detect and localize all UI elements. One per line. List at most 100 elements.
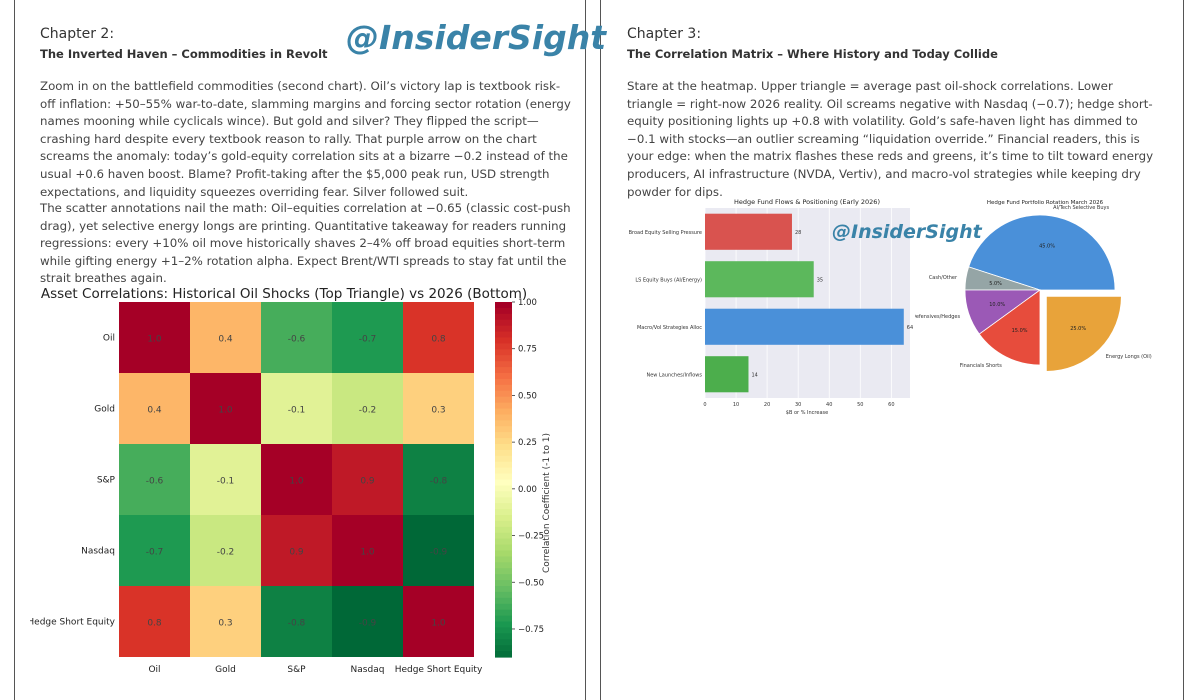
heatmap-col-label: Gold bbox=[215, 665, 236, 675]
hedge-fund-flows-bar-chart: Hedge Fund Flows & Positioning (Early 20… bbox=[629, 198, 914, 416]
bar-chart-xlabel: $B or % Increase bbox=[786, 410, 828, 416]
heatmap-cell bbox=[332, 302, 403, 373]
colorbar-tick-label: 0.25 bbox=[518, 438, 537, 448]
colorbar-segment bbox=[495, 455, 512, 463]
colorbar-segment bbox=[495, 538, 512, 546]
heatmap-cell bbox=[403, 302, 474, 373]
bar-xtick-label: 30 bbox=[795, 402, 801, 408]
bar bbox=[705, 308, 904, 345]
pie-slice-label: Defensives/Hedges bbox=[915, 314, 960, 320]
heatmap-cell bbox=[261, 515, 332, 586]
colorbar-segment bbox=[495, 302, 512, 309]
bar-category-label: LS Equity Buys (AI/Energy) bbox=[635, 277, 702, 283]
pie-slice-label: Cash/Other bbox=[929, 275, 958, 281]
heatmap-cell bbox=[261, 586, 332, 657]
heatmap-row-label: S&P bbox=[97, 476, 116, 486]
heatmap-cell bbox=[261, 444, 332, 515]
colorbar-segment bbox=[495, 325, 512, 333]
heatmap-cell bbox=[261, 302, 332, 373]
heatmap-cell bbox=[119, 515, 190, 586]
bar-category-label: Macro/Vol Strategies Alloc bbox=[637, 325, 702, 331]
colorbar-tick-label: −0.50 bbox=[518, 578, 544, 588]
pie-pct-label: 25.0% bbox=[1070, 326, 1086, 332]
heatmap-cell bbox=[332, 373, 403, 444]
heatmap-cell-label: -0.9 bbox=[430, 548, 448, 558]
heatmap-cell bbox=[190, 515, 261, 586]
heatmap-cell-label: -0.9 bbox=[359, 619, 377, 629]
heatmap-cell-label: 0.4 bbox=[147, 406, 162, 416]
colorbar-segment bbox=[495, 520, 512, 528]
pie-slice-label: AI/Tech Selective Buys bbox=[1053, 205, 1109, 211]
colorbar-segment bbox=[495, 396, 512, 404]
heatmap-cell-label: 0.8 bbox=[431, 335, 446, 345]
colorbar-segment bbox=[495, 609, 512, 617]
bar-xtick-label: 20 bbox=[764, 402, 770, 408]
heatmap-cell-label: -0.6 bbox=[146, 477, 164, 487]
heatmap-cell-label: 1.0 bbox=[147, 335, 162, 345]
colorbar-segment bbox=[495, 343, 512, 350]
bar-value-label: 35 bbox=[817, 277, 823, 283]
colorbar-segment bbox=[495, 438, 512, 445]
heatmap-cell bbox=[119, 302, 190, 373]
colorbar-segment bbox=[495, 337, 512, 345]
heatmap-cell-label: -0.8 bbox=[430, 477, 448, 487]
colorbar-label: Correlation Coefficient (-1 to 1) bbox=[542, 433, 552, 573]
colorbar-tick-label: −0.75 bbox=[518, 625, 544, 635]
colorbar-tick-label: 1.00 bbox=[518, 298, 537, 308]
chapter-2-title: Chapter 2: bbox=[40, 26, 115, 42]
heatmap-row-label: Hedge Short Equity bbox=[30, 618, 116, 628]
heatmap-title: Asset Correlations: Historical Oil Shock… bbox=[41, 286, 527, 302]
heatmap-cell bbox=[403, 515, 474, 586]
heatmap-cell bbox=[332, 515, 403, 586]
watermark-right: @InsiderSight bbox=[832, 221, 982, 243]
colorbar-segment bbox=[495, 390, 512, 398]
heatmap-cell bbox=[261, 373, 332, 444]
colorbar-segment bbox=[495, 331, 512, 339]
colorbar-segment bbox=[495, 461, 512, 469]
colorbar-segment bbox=[495, 639, 512, 646]
colorbar-segment bbox=[495, 621, 512, 629]
colorbar-segment bbox=[495, 645, 512, 652]
colorbar-tick-label: 0.00 bbox=[518, 485, 537, 495]
bar-value-label: 28 bbox=[795, 230, 801, 236]
heatmap-row-label: Nasdaq bbox=[81, 547, 115, 557]
colorbar-tick-label: −0.25 bbox=[518, 532, 544, 542]
colorbar-segment bbox=[495, 515, 512, 522]
colorbar-segment bbox=[495, 574, 512, 581]
pie-chart-title: Hedge Fund Portfolio Rotation March 2026 bbox=[987, 200, 1104, 206]
colorbar-segment bbox=[495, 603, 512, 611]
chapter-3-title: Chapter 3: bbox=[627, 26, 702, 42]
colorbar-segment bbox=[495, 378, 512, 386]
heatmap-cell bbox=[332, 444, 403, 515]
colorbar-segment bbox=[495, 503, 512, 510]
chapter-3-paragraph: Stare at the heatmap. Upper triangle = a… bbox=[627, 79, 1154, 199]
heatmap-row-label: Gold bbox=[94, 405, 115, 415]
colorbar-segment bbox=[495, 426, 512, 433]
colorbar-segment bbox=[495, 367, 512, 374]
heatmap-cell-label: 0.3 bbox=[218, 619, 232, 629]
pie-slice-label: Financials Shorts bbox=[960, 363, 1003, 369]
heatmap-cell bbox=[190, 373, 261, 444]
bar-xtick-label: 0 bbox=[703, 402, 706, 408]
colorbar-segment bbox=[495, 633, 512, 640]
colorbar-segment bbox=[495, 651, 512, 658]
colorbar-segment bbox=[495, 408, 512, 416]
heatmap-cell-label: 0.4 bbox=[218, 335, 233, 345]
heatmap-cell bbox=[190, 302, 261, 373]
bar-xtick-label: 40 bbox=[826, 402, 832, 408]
heatmap-cell-label: -0.2 bbox=[359, 406, 377, 416]
colorbar-segment bbox=[495, 550, 512, 558]
pie-slice bbox=[968, 214, 1116, 291]
pie-slice bbox=[1045, 295, 1122, 372]
heatmap-cell bbox=[119, 586, 190, 657]
colorbar-segment bbox=[495, 497, 512, 504]
colorbar-segment bbox=[495, 544, 512, 552]
heatmap-cell-label: -0.8 bbox=[288, 619, 306, 629]
heatmap-cell-label: 1.0 bbox=[431, 619, 446, 629]
colorbar-segment bbox=[495, 414, 512, 421]
heatmap-cell-label: -0.7 bbox=[146, 548, 164, 558]
colorbar-segment bbox=[495, 467, 512, 475]
heatmap-cell bbox=[190, 444, 261, 515]
colorbar-segment bbox=[495, 449, 512, 457]
pie-pct-label: 15.0% bbox=[1012, 328, 1028, 334]
